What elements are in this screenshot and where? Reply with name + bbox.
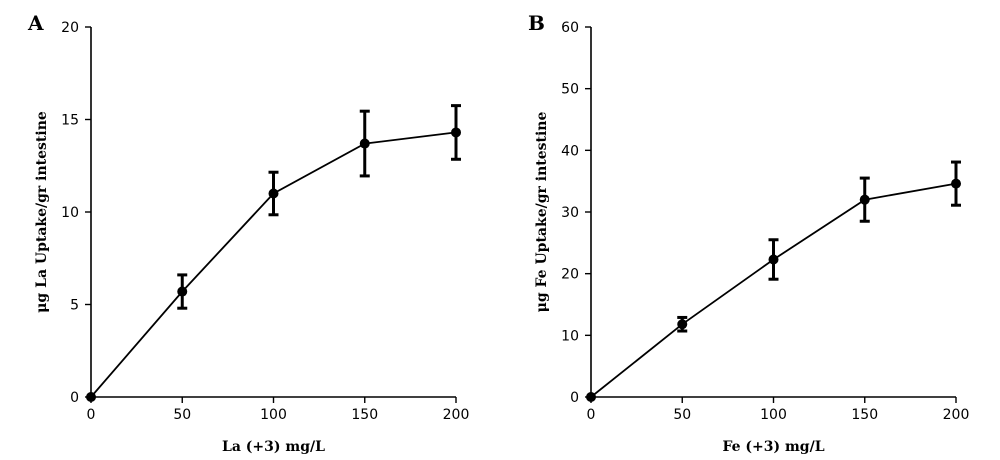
panel-letter: B — [528, 11, 545, 35]
data-point — [677, 319, 688, 330]
series-line — [590, 182, 957, 398]
y-tick-label: 20 — [61, 20, 79, 36]
x-axis-label: La (+3) mg/L — [222, 439, 325, 455]
y-tick-label: 0 — [70, 390, 79, 406]
y-tick-label: 10 — [561, 328, 579, 344]
panel-letter: A — [27, 11, 44, 35]
chart-panel-b: B 0 10 20 30 40 50 60 0 50 100 150 200 Fe (+3) mg/L μg… — [528, 11, 969, 455]
y-tick-label: 60 — [561, 20, 579, 36]
y-tick-label: 15 — [61, 113, 79, 129]
data-point — [451, 127, 461, 138]
y-tick-label: 20 — [561, 267, 579, 283]
y-tick-label: 10 — [61, 205, 79, 221]
y-tick-label: 0 — [570, 390, 579, 406]
y-tick-label: 30 — [561, 205, 579, 221]
y-tick-label: 40 — [561, 143, 579, 159]
x-tick-label: 200 — [943, 407, 970, 423]
x-tick-label: 0 — [87, 407, 96, 423]
data-point — [268, 188, 279, 199]
data-point — [586, 392, 596, 402]
data-point — [177, 286, 188, 297]
x-tick-label: 150 — [851, 407, 878, 423]
x-tick-label: 50 — [673, 407, 691, 423]
y-axis-label: μg Fe Uptake/gr intestine — [534, 112, 550, 313]
y-tick-label: 5 — [70, 298, 79, 314]
data-point — [768, 254, 779, 265]
data-point — [951, 178, 961, 189]
x-tick-label: 100 — [260, 407, 287, 423]
x-axis-label: Fe (+3) mg/L — [722, 439, 824, 455]
data-point — [859, 194, 870, 205]
x-tick-label: 0 — [587, 407, 596, 423]
data-point — [359, 138, 370, 149]
data-point — [86, 392, 96, 402]
x-tick-label: 100 — [760, 407, 787, 423]
y-tick-label: 50 — [561, 82, 579, 98]
x-tick-label: 200 — [443, 407, 470, 423]
y-axis-label: μg La Uptake/gr intestine — [34, 111, 50, 313]
x-tick-label: 150 — [351, 407, 378, 423]
x-tick-label: 50 — [173, 407, 191, 423]
